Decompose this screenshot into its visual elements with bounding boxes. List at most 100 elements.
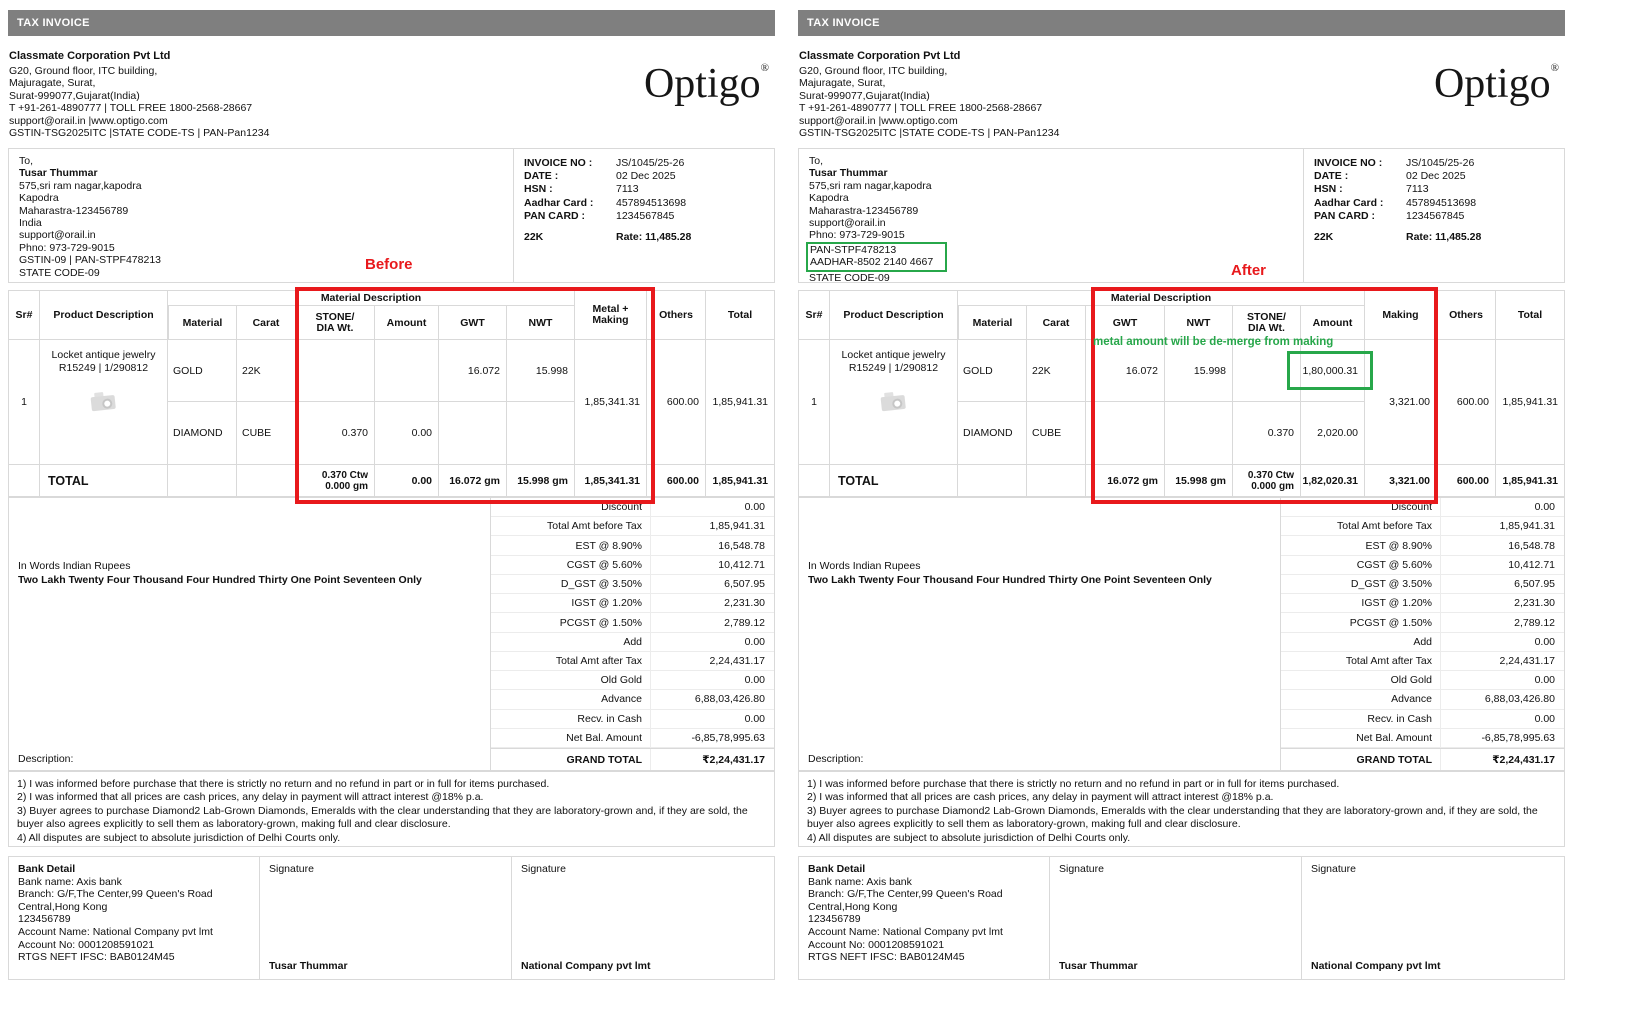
summary-rows: Discount 0.00 Total Amt before Tax 1,85,… <box>1281 498 1564 749</box>
total-stone: 0.370 Ctw 0.000 gm <box>296 465 375 496</box>
bank-detail-box: Bank Detail Bank name: Axis bank Branch: … <box>798 856 1050 980</box>
summary-label: PCGST @ 1.50% <box>1281 613 1441 632</box>
items-table-header: Sr# Product Description Material Descrip… <box>8 290 775 340</box>
signature-name: National Company pvt lmt <box>521 960 651 973</box>
before-label: Before <box>365 256 413 273</box>
header-sr: Sr# <box>8 291 40 339</box>
description-label: Description: <box>18 753 74 765</box>
customer-address-line: Maharastra-123456789 <box>809 204 919 217</box>
in-words-label: In Words Indian Rupees <box>18 560 131 572</box>
customer-address-line: 575,sri ram nagar,kapodra <box>809 179 932 192</box>
cell-metal-making: 1,85,341.31 <box>575 340 647 464</box>
summary-value: 0.00 <box>1534 501 1555 514</box>
green-annotation-note: metal amount will be de-merge from makin… <box>1093 336 1334 348</box>
summary-row: CGST @ 5.60% 10,412.71 <box>491 555 774 575</box>
cell-nwt-diamond <box>507 402 574 464</box>
green-highlight-box-pan-aadhar: PAN-STPF478213 AADHAR-8502 2140 4667 <box>806 241 948 272</box>
total-total: 1,85,941.31 <box>1496 465 1565 496</box>
bank-detail-title: Bank Detail <box>18 863 76 875</box>
signature-label: Signature <box>1311 863 1356 875</box>
brand-logo: Optigo® <box>1433 61 1559 107</box>
cell-stone-gold <box>296 340 374 402</box>
bank-detail-line: Branch: G/F,The Center,99 Queen's Road C… <box>18 888 213 913</box>
invoice-info-rows: INVOICE NO : JS/1045/25-26 DATE : 02 Dec… <box>1314 157 1554 223</box>
summary-row: Recv. in Cash 0.00 <box>1281 709 1564 729</box>
customer-address-line: Kapodra <box>19 192 59 205</box>
company-address: G20, Ground floor, ITC building, Majuraga… <box>799 65 1059 140</box>
invoice-info-label: DATE : <box>524 170 559 183</box>
grand-total-row: GRAND TOTAL ₹2,24,431.17 <box>491 748 774 770</box>
description-label: Description: <box>808 753 864 765</box>
summary-row: Add 0.00 <box>1281 632 1564 652</box>
summary-value: 10,412.71 <box>1508 558 1555 571</box>
invoice-after: TAX INVOICE Classmate Corporation Pvt Lt… <box>798 10 1565 980</box>
company-address-line: Surat-999077,Gujarat(India) <box>799 89 930 102</box>
summary-value: -6,85,78,995.63 <box>1481 731 1555 744</box>
cell-amount-gold: 1,80,000.31 <box>1301 340 1364 402</box>
header-nwt: NWT <box>507 306 575 340</box>
total-others: 600.00 <box>647 465 706 496</box>
header-stone-dia-wt: STONE/ DIA Wt. <box>296 306 375 340</box>
bank-detail-line: Account No: 0001208591021 <box>18 938 155 951</box>
summary-value: 6,88,03,426.80 <box>694 693 765 706</box>
summary-value: 0.00 <box>744 501 765 514</box>
summary-label: Recv. in Cash <box>1281 709 1441 728</box>
summary-row: PCGST @ 1.50% 2,789.12 <box>491 613 774 633</box>
signature-label: Signature <box>269 863 314 875</box>
terms-line: 4) All disputes are subject to absolute … <box>17 831 341 844</box>
summary-row: Net Bal. Amount -6,85,78,995.63 <box>491 728 774 749</box>
col-stone-dia-wt: 0.370 <box>296 340 375 464</box>
bank-detail-box: Bank Detail Bank name: Axis bank Branch: … <box>8 856 260 980</box>
invoice-info-value: JS/1045/25-26 <box>1406 157 1475 169</box>
col-gwt: 16.072 <box>1086 340 1165 464</box>
customer-address: 575,sri ram nagar,kapodra Kapodra Maharast… <box>19 180 503 279</box>
header-gwt: GWT <box>439 306 507 340</box>
header-amount: Amount <box>375 306 439 340</box>
cell-making: 3,321.00 <box>1365 340 1437 464</box>
invoice-info-label: INVOICE NO : <box>524 157 593 169</box>
item-row: 1 Locket antique jewelry R15249 | 1/2908… <box>8 340 775 465</box>
to-label: To, <box>809 155 824 167</box>
registered-mark: ® <box>1550 62 1559 74</box>
bank-detail-line: Bank name: Axis bank <box>808 875 912 888</box>
summary-value: 16,548.78 <box>1508 539 1555 552</box>
cell-others: 600.00 <box>1437 340 1496 464</box>
summary-label: CGST @ 5.60% <box>1281 555 1441 574</box>
summary-value: 2,231.30 <box>724 597 765 610</box>
summary-row: Advance 6,88,03,426.80 <box>491 690 774 710</box>
summary-label: IGST @ 1.20% <box>491 594 651 613</box>
invoice-info-rows: INVOICE NO : JS/1045/25-26 DATE : 02 Dec… <box>524 157 764 223</box>
header-carat: Carat <box>1027 306 1086 340</box>
karat-rate-row: 22K Rate: 11,485.28 <box>524 231 764 243</box>
cell-nwt-diamond <box>1165 402 1232 464</box>
cell-stone-diamond: 0.370 <box>1267 427 1294 439</box>
invoice-info-value: 02 Dec 2025 <box>1406 170 1466 183</box>
cell-gwt-gold: 16.072 <box>1086 340 1164 402</box>
cell-sr: 1 <box>8 340 40 464</box>
invoice-info-label: Aadhar Card : <box>1314 196 1384 209</box>
material-description-group: Material Description Material Carat STON… <box>168 291 575 340</box>
col-stone-dia-wt: 0.370 <box>1233 340 1301 464</box>
header-others: Others <box>647 291 706 339</box>
invoice-info-label: HSN : <box>524 183 553 196</box>
terms-line: 3) Buyer agrees to purchase Diamond2 Lab… <box>807 804 1538 831</box>
summary-table: Discount 0.00 Total Amt before Tax 1,85,… <box>1281 498 1564 770</box>
in-words-cell: In Words Indian Rupees Two Lakh Twenty F… <box>799 498 1281 770</box>
summary-label: Total Amt after Tax <box>1281 651 1441 671</box>
summary-rows: Discount 0.00 Total Amt before Tax 1,85,… <box>491 498 774 749</box>
summary-value: 0.00 <box>744 674 765 687</box>
header-making: Making <box>1365 291 1437 339</box>
summary-value: 16,548.78 <box>718 539 765 552</box>
summary-row: Total Amt after Tax 2,24,431.17 <box>491 651 774 672</box>
summary-label: Advance <box>1281 690 1441 709</box>
in-words-cell: In Words Indian Rupees Two Lakh Twenty F… <box>9 498 491 770</box>
bank-detail-line: Bank name: Axis bank <box>18 875 122 888</box>
invoice-info-label: PAN CARD : <box>524 209 586 222</box>
summary-row: Advance 6,88,03,426.80 <box>1281 690 1564 710</box>
col-nwt: 15.998 <box>1165 340 1233 464</box>
customer-address-line: STATE CODE-09 <box>19 266 100 279</box>
cell-sr: 1 <box>798 340 830 464</box>
summary-label: Discount <box>491 498 651 517</box>
cell-others: 600.00 <box>647 340 706 464</box>
customer-address-line: Maharastra-123456789 <box>19 204 129 217</box>
